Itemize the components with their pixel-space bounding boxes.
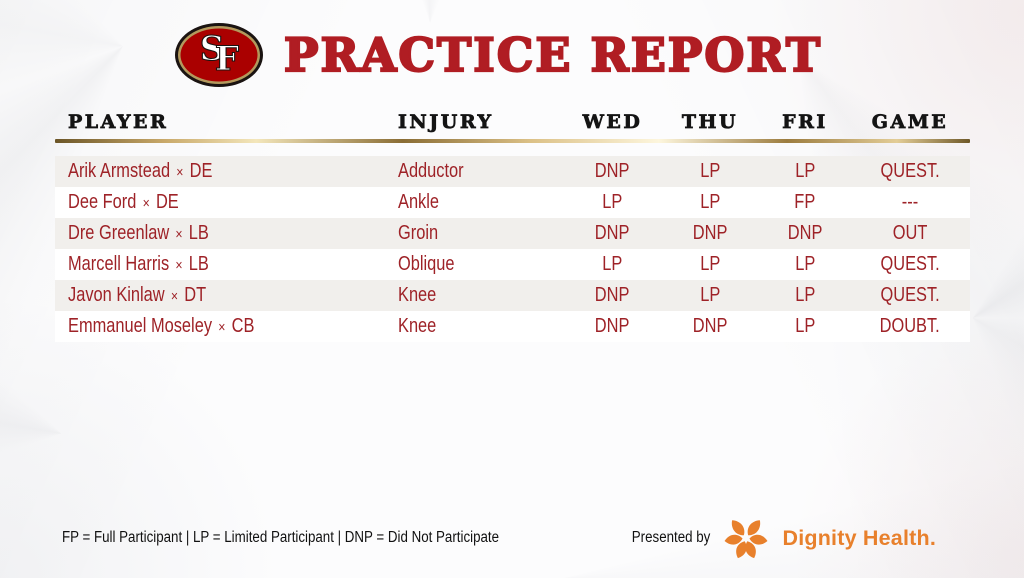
sponsor-name: Dignity Health. (782, 525, 936, 550)
player-position: DE (155, 191, 179, 213)
practice-report-table: PLAYER INJURY WED THU FRI GAME Arik Arms… (55, 106, 970, 342)
fri-cell: LP (794, 160, 816, 182)
thu-cell: LP (699, 284, 721, 306)
fri-cell: LP (794, 315, 816, 337)
game-cell: DOUBT. (879, 315, 941, 337)
player-name: Javon Kinlaw (68, 284, 165, 306)
player-position: LB (188, 253, 209, 275)
player-separator: × (218, 319, 226, 336)
player-name: Dee Ford (68, 191, 137, 213)
column-header-thu: THU (681, 110, 739, 133)
table-row: Dre Greenlaw × LB Groin DNP DNP DNP OUT (55, 218, 970, 249)
player-cell: Emmanuel Moseley × CB (55, 315, 385, 338)
fri-cell: DNP (787, 222, 823, 244)
sponsor-block: Presented by Dignity Health. (619, 510, 936, 566)
table-row: Marcell Harris × LB Oblique LP LP LP QUE… (55, 249, 970, 280)
player-name: Dre Greenlaw (68, 222, 170, 244)
table-body: Arik Armstead × DE Adductor DNP LP LP QU… (55, 156, 970, 342)
player-separator: × (175, 257, 183, 274)
thu-cell: DNP (692, 315, 728, 337)
column-header-fri: FRI (782, 110, 828, 133)
thu-cell: DNP (692, 222, 728, 244)
sf-49ers-logo-icon: S F (174, 23, 263, 87)
player-name: Emmanuel Moseley (68, 315, 213, 337)
player-name: Arik Armstead (68, 160, 171, 182)
gold-divider (55, 139, 970, 143)
table-row: Javon Kinlaw × DT Knee DNP LP LP QUEST. (55, 280, 970, 311)
column-header-injury: INJURY (398, 110, 494, 133)
player-separator: × (176, 164, 184, 181)
player-name: Marcell Harris (68, 253, 170, 275)
presented-by-label: Presented by (631, 529, 711, 546)
thu-cell: LP (699, 160, 721, 182)
wed-cell: DNP (595, 315, 630, 337)
fri-cell: LP (794, 284, 816, 306)
player-position: DE (189, 160, 213, 182)
injury-cell: Knee (398, 284, 437, 306)
player-separator: × (142, 195, 150, 212)
table-header-row: PLAYER INJURY WED THU FRI GAME (55, 106, 970, 137)
dignity-health-flower-icon (725, 520, 768, 559)
table-row: Dee Ford × DE Ankle LP LP FP --- (55, 187, 970, 218)
player-cell: Dee Ford × DE (55, 191, 385, 214)
injury-cell: Oblique (398, 253, 455, 275)
player-position: CB (231, 315, 255, 337)
thu-cell: LP (699, 253, 721, 275)
column-header-wed: WED (582, 110, 643, 133)
thu-cell: LP (699, 191, 721, 213)
player-cell: Dre Greenlaw × LB (55, 222, 385, 245)
injury-cell: Ankle (398, 191, 440, 213)
injury-cell: Adductor (398, 160, 464, 182)
fri-cell: LP (794, 253, 816, 275)
table-row: Arik Armstead × DE Adductor DNP LP LP QU… (55, 156, 970, 187)
game-cell: OUT (892, 222, 928, 244)
player-separator: × (175, 226, 183, 243)
page-title: PRACTICE REPORT (283, 27, 823, 83)
svg-text:F: F (215, 39, 239, 79)
injury-cell: Groin (398, 222, 439, 244)
game-cell: QUEST. (880, 284, 940, 306)
fri-cell: FP (794, 191, 816, 213)
wed-cell: DNP (595, 160, 630, 182)
column-header-game: GAME (871, 110, 949, 133)
game-cell: QUEST. (880, 253, 940, 275)
game-cell: QUEST. (880, 160, 940, 182)
wed-cell: LP (602, 253, 623, 275)
table-row: Emmanuel Moseley × CB Knee DNP DNP LP DO… (55, 311, 970, 342)
wed-cell: DNP (595, 222, 630, 244)
player-cell: Arik Armstead × DE (55, 160, 385, 183)
game-cell: --- (901, 191, 919, 213)
svg-text:S: S (200, 29, 225, 69)
report-header: S F PRACTICE REPORT (0, 22, 1010, 88)
player-position: DT (184, 284, 207, 306)
wed-cell: LP (602, 191, 623, 213)
player-separator: × (170, 288, 179, 305)
player-cell: Marcell Harris × LB (55, 253, 385, 276)
player-cell: Javon Kinlaw × DT (55, 284, 385, 307)
wed-cell: DNP (595, 284, 630, 306)
participation-legend: FP = Full Participant | LP = Limited Par… (62, 529, 500, 546)
injury-cell: Knee (398, 315, 437, 337)
player-position: LB (188, 222, 209, 244)
column-header-player: PLAYER (68, 110, 169, 133)
